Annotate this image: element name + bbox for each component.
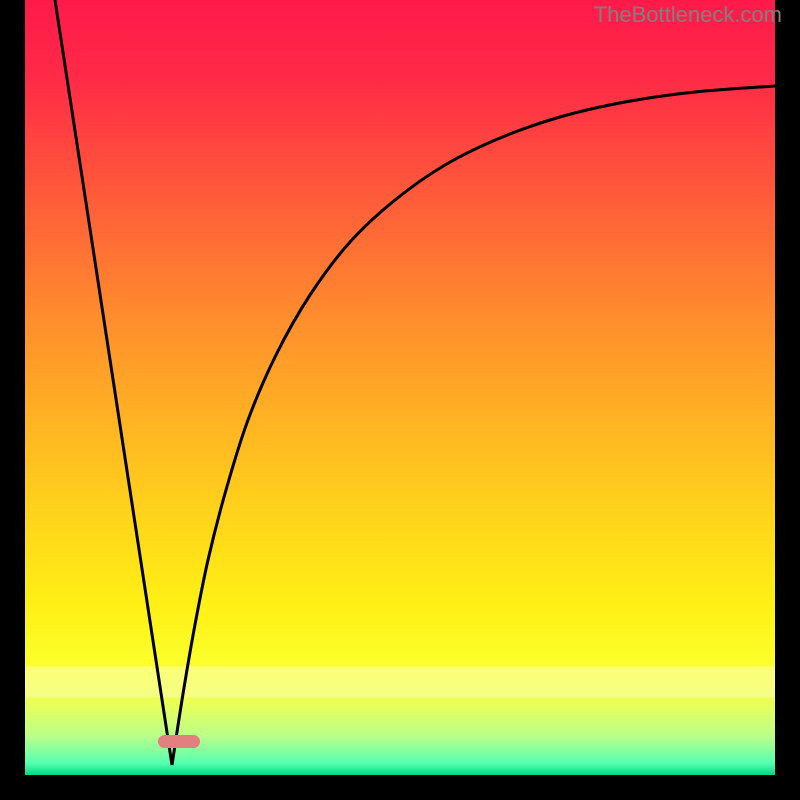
watermark-text: TheBottleneck.com [594, 2, 782, 28]
right-curve-line [172, 86, 775, 765]
plot-area [25, 0, 775, 775]
curve-overlay [25, 0, 775, 775]
minimum-marker-pill [158, 735, 200, 748]
chart-container: TheBottleneck.com [0, 0, 800, 800]
left-curve-line [55, 0, 172, 765]
